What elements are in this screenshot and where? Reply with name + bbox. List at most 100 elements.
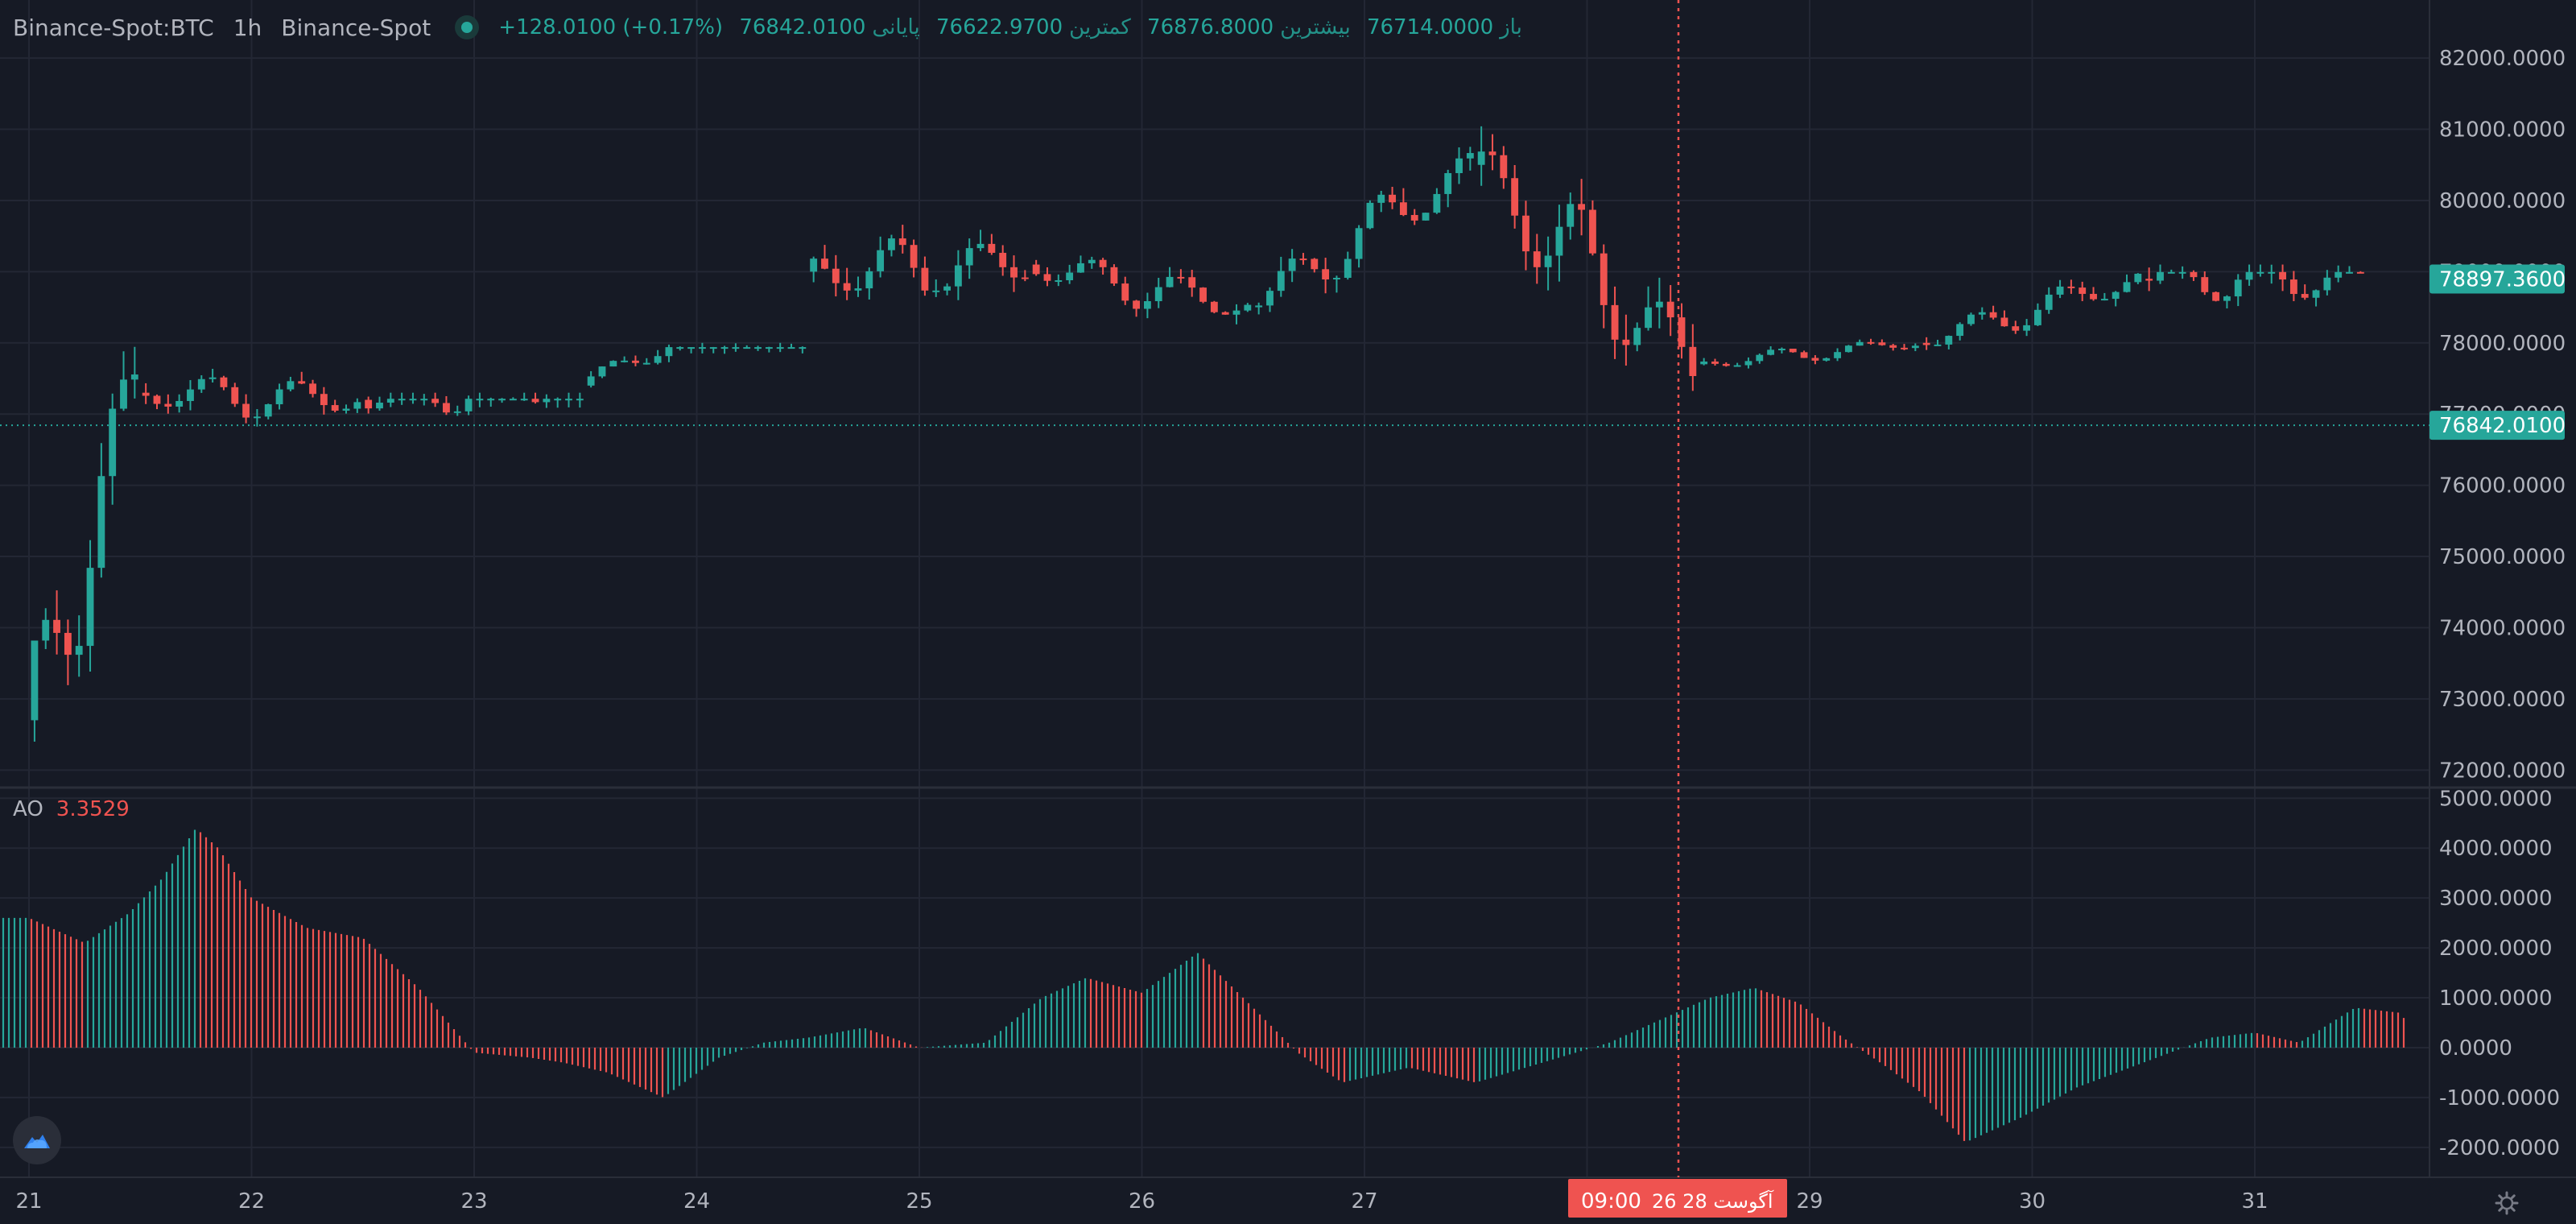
time-tick-label: 31 [2241, 1189, 2268, 1214]
candle-body [1121, 283, 1129, 301]
candle-body [921, 267, 929, 291]
marked-price-label: 78897.3600 [2439, 267, 2566, 292]
candle-body [2256, 271, 2264, 274]
symbol-legend: Binance-Spot:BTC 1h Binance-Spot باز 7671… [13, 11, 1532, 43]
ao-tick-label: 3000.0000 [2439, 887, 2553, 911]
candle-body [309, 383, 316, 395]
candle-body [1655, 301, 1663, 308]
ao-tick-label: 1000.0000 [2439, 986, 2553, 1011]
ao-value: 3.3529 [56, 797, 130, 821]
candle-body [2012, 326, 2020, 331]
candle-body [86, 568, 94, 647]
candle-body [298, 381, 306, 384]
candle-body [1077, 263, 1084, 273]
candle-body [1143, 300, 1151, 309]
candle-body [898, 238, 906, 246]
candle-body [1110, 267, 1118, 284]
candle-body [275, 389, 283, 405]
candle-body [2245, 271, 2253, 280]
candle-body [976, 243, 985, 249]
candle-body [799, 347, 807, 349]
timeframe-label[interactable]: 1h [233, 14, 262, 41]
candle-body [1633, 328, 1641, 345]
candle-body [1678, 317, 1686, 347]
candle-body [2223, 296, 2231, 301]
candle-body [1901, 347, 1908, 349]
candle-body [31, 640, 39, 721]
candle-body [821, 258, 828, 269]
candle-body [1600, 253, 1608, 305]
candle-body [1722, 363, 1730, 366]
gear-icon[interactable] [2491, 1187, 2523, 1219]
price-tick-label: 78000.0000 [2439, 332, 2566, 356]
candle-body [1500, 155, 1508, 179]
candle-body [932, 290, 940, 292]
cloud-logo-icon[interactable] [13, 1116, 61, 1164]
candle-body [386, 399, 394, 403]
candle-body [965, 248, 973, 266]
candle-body [1021, 277, 1029, 279]
candle-body [1967, 314, 1975, 325]
candle-body [943, 286, 951, 291]
candle-body [1767, 349, 1775, 355]
candle-body [554, 399, 562, 401]
candle-body [709, 347, 717, 349]
candle-body [2234, 279, 2242, 297]
candle-body [1299, 258, 1307, 261]
ohlc-values: باز76714.0000 بیشترین76876.8000 کمترین76… [498, 15, 1532, 39]
candle-body [1856, 341, 1864, 346]
candle-body [877, 250, 885, 271]
candle-body [1333, 278, 1340, 280]
candle-body [231, 387, 239, 404]
candle-body [1088, 259, 1096, 263]
candle-body [854, 288, 862, 291]
candle-body [42, 619, 50, 641]
price-tick-label: 73000.0000 [2439, 688, 2566, 712]
candle-body [2100, 299, 2108, 301]
candle-body [1389, 194, 1396, 203]
time-tick-label: 25 [906, 1189, 932, 1214]
candle-body [1666, 301, 1674, 318]
candle-body [1466, 153, 1474, 159]
candle-body [120, 379, 127, 409]
time-tick-label: 21 [15, 1189, 42, 1214]
candle-body [353, 402, 361, 409]
candle-body [320, 394, 328, 406]
price-tick-label: 81000.0000 [2439, 118, 2566, 143]
candle-body [531, 399, 539, 403]
candle-body [1410, 214, 1418, 221]
candle-body [1700, 361, 1708, 365]
ao-legend[interactable]: AO 3.3529 [13, 797, 130, 821]
candle-body [443, 403, 450, 413]
high-label: بیشترین [1280, 15, 1351, 39]
candle-body [1978, 312, 1986, 315]
candle-body [1221, 312, 1229, 315]
candle-body [130, 374, 138, 380]
candle-body [1555, 226, 1563, 256]
candle-body [2301, 294, 2309, 298]
open-value: 76714.0000 [1366, 15, 1494, 39]
last-price-label: 76842.0100 [2439, 414, 2566, 438]
candle-body [365, 399, 373, 409]
time-tick-label: 26 [1129, 1189, 1155, 1214]
marked-price-label-bg [2429, 264, 2565, 294]
candle-body [587, 376, 595, 386]
candle-body [520, 399, 528, 401]
candle-body [1867, 341, 1875, 344]
close-value: 76842.0100 [739, 15, 866, 39]
candle-body [2079, 287, 2087, 294]
symbol-name[interactable]: Binance-Spot:BTC [13, 14, 214, 41]
candle-body [431, 399, 440, 403]
candle-body [1477, 151, 1485, 165]
candle-body [743, 347, 751, 349]
candle-body [2167, 271, 2175, 274]
candle-body [2334, 271, 2343, 278]
candle-body [264, 404, 272, 417]
candle-body [1043, 274, 1051, 281]
candle-body [1133, 300, 1141, 309]
candle-body [2268, 271, 2276, 274]
candle-body [253, 416, 261, 419]
candle-body [2090, 293, 2097, 300]
candle-body [1311, 258, 1319, 270]
